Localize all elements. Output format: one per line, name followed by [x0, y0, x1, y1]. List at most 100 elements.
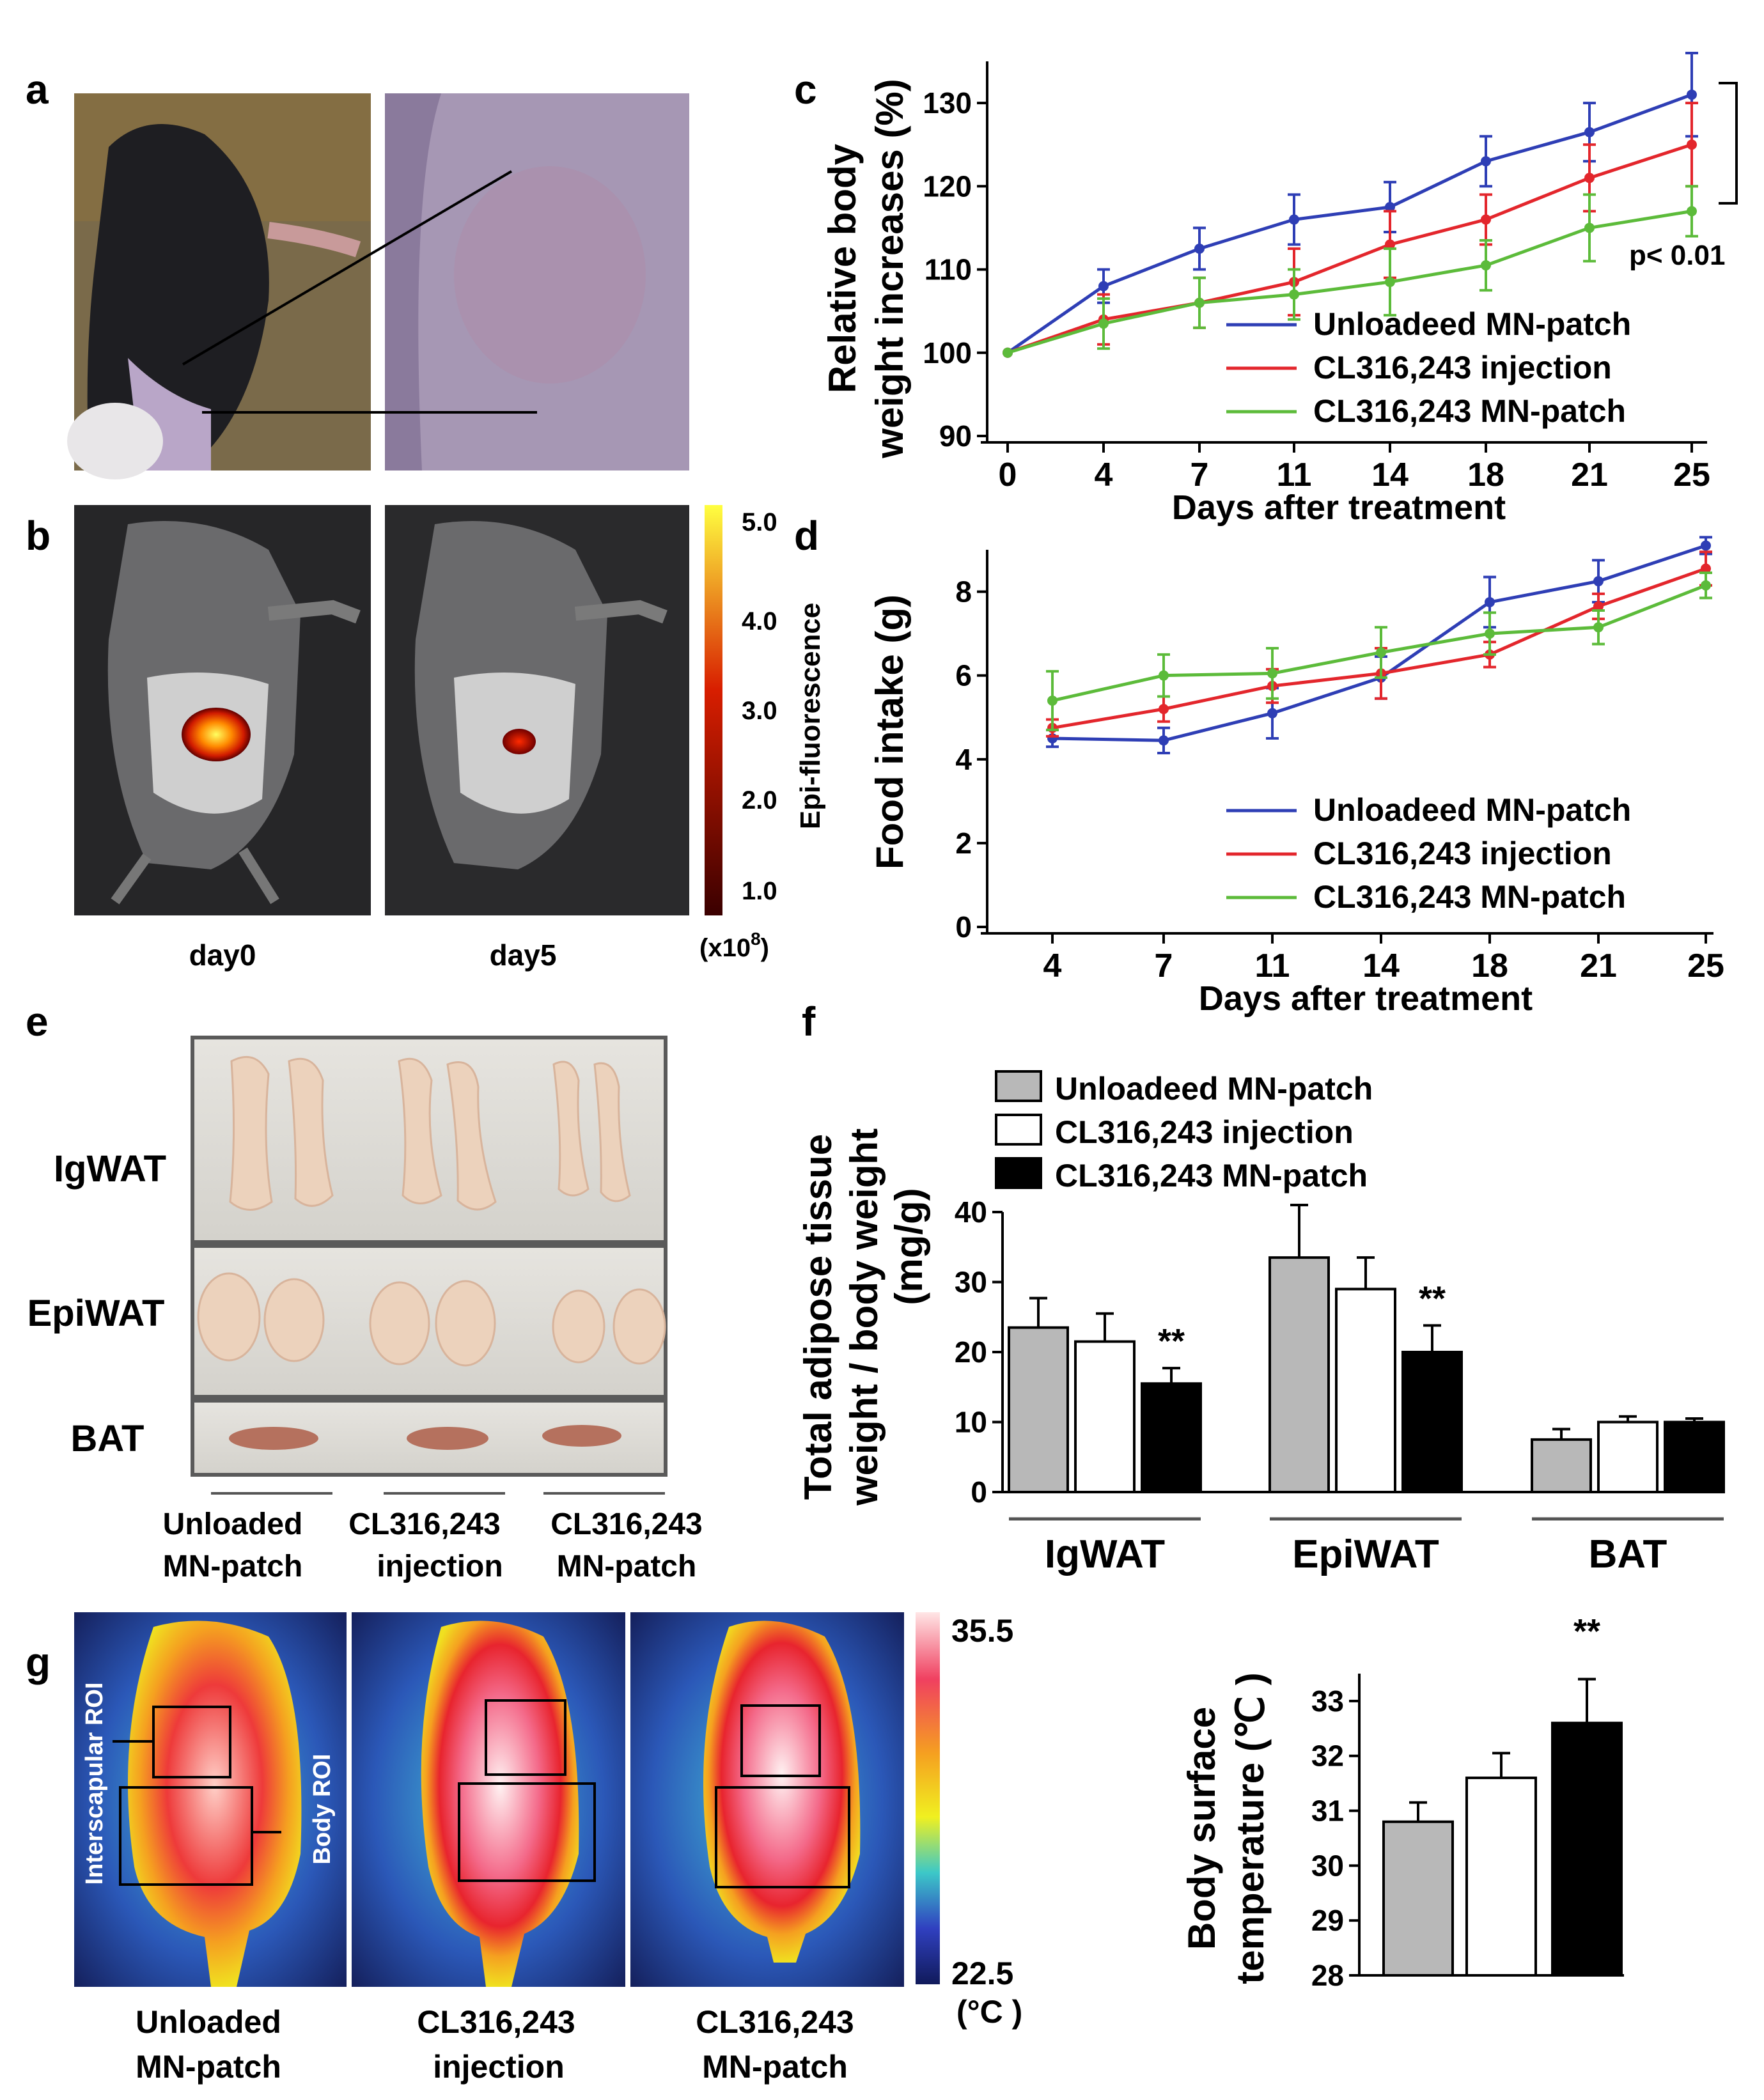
legend-label-1: Unloadeed MN-patch — [1313, 792, 1631, 828]
data-point — [1593, 622, 1604, 633]
y-axis-label: Food intake (g) — [868, 595, 911, 869]
panel-a-photo-right — [385, 93, 689, 471]
bar-bat-2 — [1597, 1420, 1659, 1493]
legend-swatch-2 — [995, 1114, 1042, 1146]
series-line-1 — [1006, 93, 1692, 354]
y-tick-label: 10 — [955, 1406, 987, 1439]
data-point — [1687, 139, 1697, 150]
y-tick-label: 31 — [1311, 1794, 1344, 1828]
x-tick-label: 18 — [1471, 947, 1508, 984]
row-label-igwat: IgWAT — [54, 1148, 166, 1190]
data-point — [1376, 647, 1386, 658]
data-point — [1481, 260, 1491, 271]
panel-b-image-day0 — [74, 505, 371, 915]
significance-marker: ** — [1573, 1612, 1600, 1651]
e-group-3-line-2: MN-patch — [557, 1550, 697, 1583]
panel-label-g: g — [26, 1639, 51, 1685]
roi-label-body: Body ROI — [309, 1754, 336, 1864]
data-point — [1701, 580, 1711, 591]
panel-label-c: c — [794, 66, 817, 113]
panel-label-d: d — [794, 513, 819, 559]
e-group-1-line-2: MN-patch — [163, 1550, 303, 1583]
e-group-2-line-1: CL316,243 — [348, 1507, 501, 1541]
data-point — [1003, 347, 1013, 358]
x-tick-label: 21 — [1571, 456, 1608, 494]
series-line-2 — [1007, 143, 1692, 355]
roi-label-interscapular: Interscapular ROI — [81, 1683, 108, 1885]
data-point — [1159, 704, 1169, 715]
y-tick-label: 0 — [971, 1475, 987, 1509]
data-point — [1481, 156, 1491, 167]
data-point — [1289, 289, 1299, 300]
y-tick-label: 28 — [1311, 1959, 1344, 1992]
x-tick-label: 11 — [1255, 947, 1290, 984]
y-tick-label: 130 — [923, 86, 972, 120]
fluorescence-signal-day0 — [182, 708, 251, 761]
epi-colorbar — [705, 505, 722, 915]
g-group-2-line-2: injection — [433, 2049, 565, 2085]
y-tick-label: 90 — [939, 419, 972, 453]
data-point — [1584, 222, 1595, 233]
bar-igwat-3 — [1141, 1382, 1202, 1493]
row-label-epiwat: EpiWAT — [27, 1293, 165, 1334]
panel-g-group-labels: Unloaded MN-patch CL316,243 injection CL… — [136, 2004, 854, 2085]
y-tick-label: 33 — [1311, 1684, 1344, 1718]
y-axis-label-line-1: Total adipose tissue — [797, 1134, 839, 1500]
panel-label-f: f — [802, 999, 816, 1045]
epi-tick-1: 1.0 — [742, 877, 777, 905]
data-point — [1159, 735, 1169, 746]
data-point — [1385, 239, 1395, 250]
roi-boxes — [119, 1699, 850, 1888]
y-tick-label: 6 — [955, 659, 972, 692]
bar-temperature-2 — [1465, 1777, 1537, 1977]
x-tick-label: 0 — [999, 456, 1017, 494]
panel-e-tissue-photo — [191, 1036, 667, 1477]
legend-label-2: CL316,243 injection — [1055, 1114, 1354, 1150]
data-point — [1485, 628, 1495, 639]
data-point — [1593, 601, 1604, 612]
e-group-2-line-2: injection — [377, 1550, 503, 1583]
y-axis-label-line-1: Body surface — [1180, 1707, 1223, 1950]
bar-temperature-1 — [1382, 1820, 1454, 1977]
x-axis-label: Days after treatment — [1199, 979, 1533, 1018]
thermal-colorbar — [916, 1612, 940, 1984]
thermal-colorbar-max: 35.5 — [951, 1613, 1013, 1649]
y-tick-label: 2 — [955, 827, 972, 860]
e-group-3-line-1: CL316,243 — [550, 1507, 703, 1541]
epi-tick-3: 3.0 — [742, 697, 777, 725]
x-tick-label: 18 — [1467, 456, 1504, 494]
y-tick-label: 20 — [955, 1335, 987, 1369]
y-axis-label-line-2: temperature (℃ ) — [1229, 1672, 1272, 1984]
y-tick-label: 110 — [925, 253, 972, 286]
y-axis-label-line-3: (mg/g) — [887, 1188, 930, 1305]
x-tick-label: 7 — [1190, 456, 1209, 494]
y-tick-label: 29 — [1311, 1904, 1344, 1937]
significance-bracket — [1719, 82, 1738, 205]
data-point — [1385, 277, 1395, 288]
legend-label-3: CL316,243 MN-patch — [1055, 1158, 1368, 1194]
bar-epiwat-1 — [1268, 1256, 1330, 1494]
y-axis-label-line-2: weight increases (%) — [868, 79, 911, 459]
x-tick-label: 4 — [1095, 456, 1113, 494]
panel-g-thermal-images — [74, 1612, 904, 1987]
legend-label-3: CL316,243 MN-patch — [1313, 879, 1626, 915]
chart-body-weight: 90 100 110 120 130 0 4 7 11 14 18 21 25 Days after tr… — [821, 51, 1738, 527]
epi-tick-4: 4.0 — [742, 607, 777, 635]
y-tick-label: 40 — [955, 1195, 987, 1229]
data-point — [1701, 563, 1711, 574]
y-tick-label: 30 — [955, 1266, 987, 1299]
bar-igwat-1 — [1008, 1326, 1069, 1494]
e-group-1-line-1: Unloaded — [163, 1507, 303, 1541]
panel-e-group-labels: Unloaded MN-patch CL316,243 injection CL… — [163, 1507, 703, 1583]
y-axis-label-line-2: weight / body weight — [843, 1128, 886, 1506]
epi-colorbar-ticks: 5.0 4.0 3.0 2.0 1.0 — [742, 508, 777, 905]
x-category-label: EpiWAT — [1292, 1532, 1439, 1576]
x-tick-label: 14 — [1362, 947, 1400, 984]
row-label-bat: BAT — [71, 1418, 144, 1459]
thermal-colorbar-unit: (°C ) — [956, 1994, 1022, 2030]
data-point — [1267, 668, 1277, 679]
epi-unit-exponent: 8 — [751, 929, 761, 949]
data-point — [1047, 696, 1058, 706]
g-group-3-line-1: CL316,243 — [696, 2004, 854, 2040]
